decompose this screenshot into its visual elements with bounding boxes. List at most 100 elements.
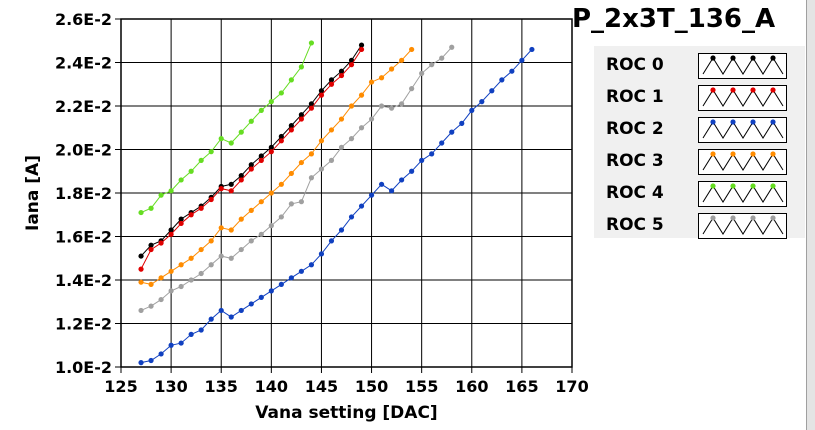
data-point <box>348 103 355 109</box>
data-point <box>178 340 184 346</box>
data-point <box>399 101 405 107</box>
data-point <box>268 149 274 155</box>
x-axis-label: Vana setting [DAC] <box>255 403 437 423</box>
data-point <box>358 92 365 98</box>
data-point <box>218 253 224 259</box>
data-point <box>228 255 234 261</box>
data-point <box>409 86 415 92</box>
data-point <box>278 133 284 140</box>
data-point <box>168 342 174 348</box>
data-point <box>138 209 144 216</box>
data-point <box>268 99 274 105</box>
data-point <box>278 181 284 187</box>
data-point <box>308 262 315 268</box>
data-point <box>529 46 535 53</box>
data-point <box>288 201 294 207</box>
data-point <box>499 77 505 83</box>
data-point <box>178 262 184 268</box>
data-point <box>238 129 244 135</box>
data-point <box>138 307 144 314</box>
data-point <box>268 223 274 229</box>
data-point <box>248 238 254 244</box>
data-point <box>378 75 385 81</box>
data-point <box>188 255 194 261</box>
data-point <box>258 231 264 237</box>
data-point <box>308 105 315 111</box>
data-point <box>348 62 355 68</box>
data-point <box>238 307 244 314</box>
data-point <box>318 138 325 144</box>
data-point <box>419 157 425 163</box>
data-point <box>328 81 335 87</box>
y-axis-label: Iana [A] <box>23 155 43 231</box>
data-point <box>168 268 174 274</box>
legend-item: ROC 4 <box>594 180 805 207</box>
legend-item: ROC 1 <box>594 84 805 111</box>
data-point <box>308 40 315 46</box>
legend-label: ROC 0 <box>606 55 664 75</box>
data-point <box>258 153 264 159</box>
legend-label: ROC 4 <box>606 183 664 203</box>
legend-item: ROC 3 <box>594 148 805 175</box>
data-point <box>429 151 435 157</box>
data-point <box>449 44 455 50</box>
legend-label: ROC 5 <box>606 215 664 235</box>
data-point <box>208 316 214 322</box>
y-tick-label: 1.2E-2 <box>55 315 112 334</box>
data-point <box>258 199 264 205</box>
data-point <box>318 166 325 172</box>
data-point <box>308 151 315 157</box>
data-point <box>358 125 365 131</box>
data-point <box>208 262 214 268</box>
data-point <box>218 136 224 142</box>
y-tick-label: 2.6E-2 <box>55 10 112 29</box>
data-point <box>178 220 184 227</box>
data-point <box>138 253 144 259</box>
data-point <box>439 140 445 146</box>
data-point <box>158 275 164 281</box>
data-point <box>298 112 304 118</box>
data-point <box>449 129 455 135</box>
legend-swatch <box>698 53 787 79</box>
data-point <box>138 266 144 272</box>
data-point <box>148 246 154 253</box>
data-point <box>148 357 154 364</box>
data-point <box>308 175 315 181</box>
data-point <box>409 168 415 174</box>
x-tick-label: 170 <box>555 377 588 396</box>
data-point <box>208 238 214 244</box>
data-point <box>358 46 365 53</box>
x-tick-label: 135 <box>205 377 238 396</box>
window-scrollbar[interactable] <box>806 0 815 430</box>
data-point <box>298 64 304 70</box>
y-tick-label: 1.8E-2 <box>55 184 112 203</box>
series-roc-0 <box>138 42 365 259</box>
legend-swatch <box>698 117 787 143</box>
data-point <box>519 57 525 63</box>
data-point <box>288 122 294 129</box>
data-point <box>188 168 194 174</box>
data-point <box>198 157 204 163</box>
data-point <box>318 92 325 98</box>
data-point <box>188 277 194 283</box>
data-point <box>298 159 304 166</box>
data-point <box>409 46 415 53</box>
data-point <box>258 294 264 300</box>
y-tick-label: 2.4E-2 <box>55 54 112 73</box>
data-point <box>158 192 164 198</box>
data-point <box>328 127 335 133</box>
data-point <box>338 144 345 150</box>
data-point <box>509 68 515 74</box>
data-point <box>328 157 335 163</box>
data-point <box>138 360 144 366</box>
data-point <box>318 251 325 257</box>
y-tick-label: 1.6E-2 <box>55 228 112 247</box>
data-point <box>248 118 254 124</box>
series-line <box>140 42 312 214</box>
data-point <box>198 246 204 253</box>
data-point <box>228 181 234 187</box>
legend-item: ROC 0 <box>594 52 805 79</box>
data-point <box>298 116 304 122</box>
legend-swatch <box>698 181 787 207</box>
